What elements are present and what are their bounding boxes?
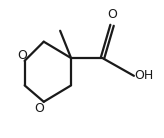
Text: OH: OH <box>134 69 153 82</box>
Text: O: O <box>35 102 45 115</box>
Text: O: O <box>107 8 117 21</box>
Text: O: O <box>17 49 27 62</box>
